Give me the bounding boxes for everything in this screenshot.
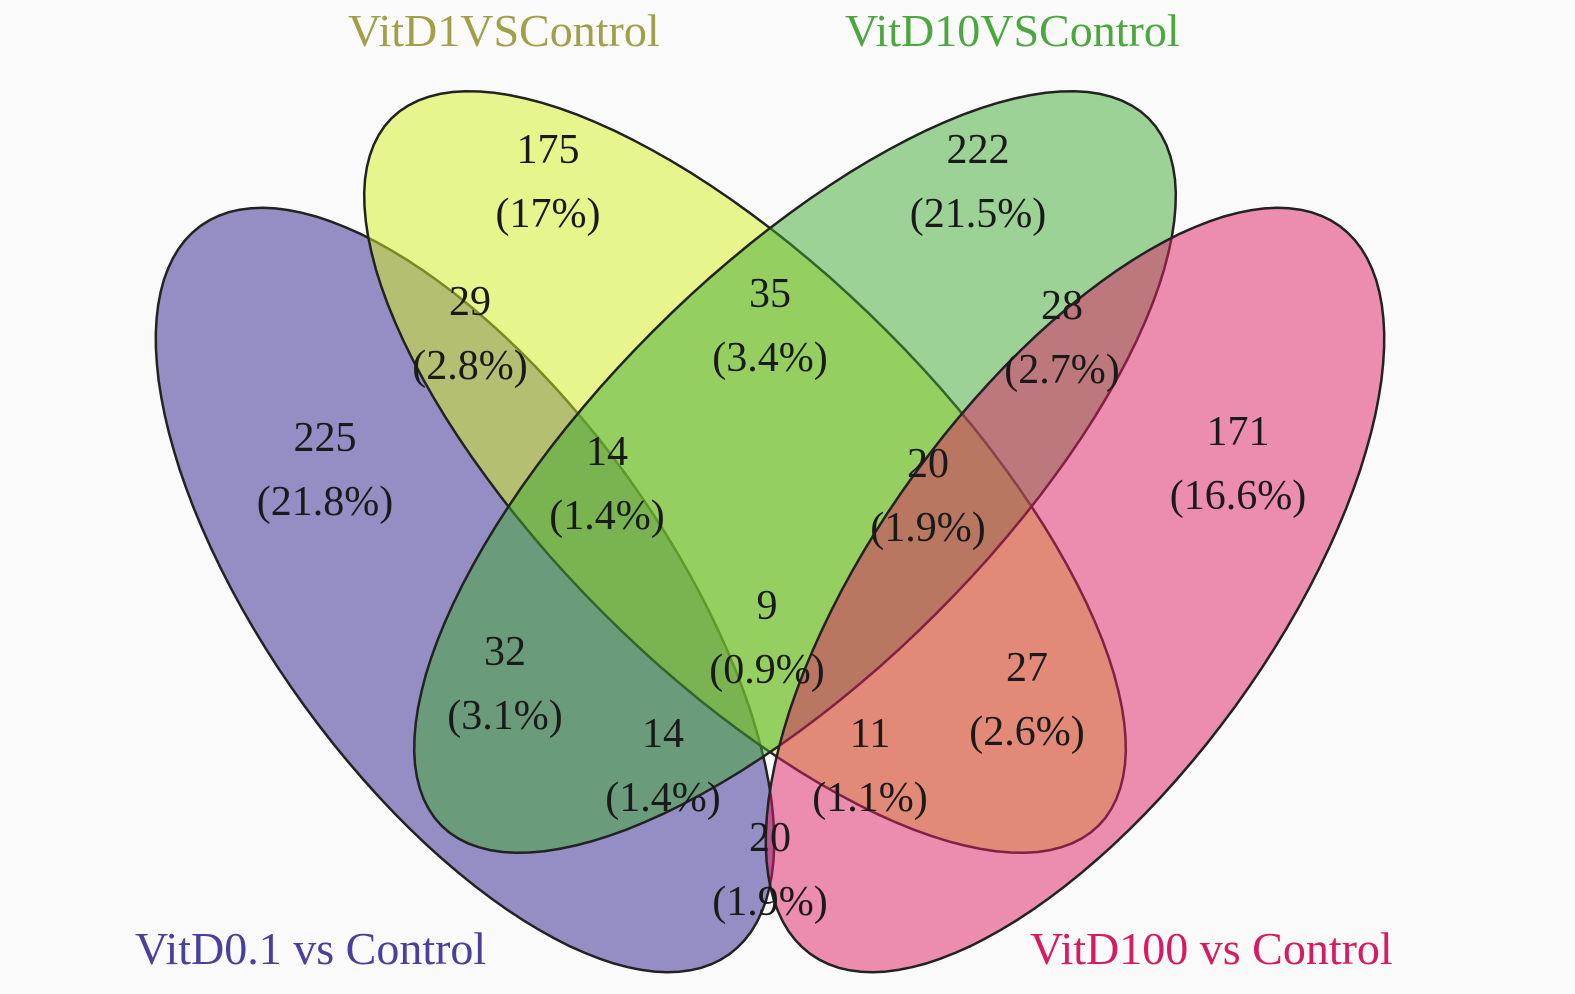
region-percent: (1.4%)	[605, 775, 721, 821]
region-count: 20	[749, 815, 791, 861]
region-count: 28	[1041, 283, 1083, 329]
set-title-vitd10: VitD10VSControl	[845, 5, 1180, 56]
region-count: 171	[1206, 409, 1270, 455]
region-count: 11	[849, 711, 891, 757]
region-percent: (1.4%)	[549, 493, 665, 539]
region-count: 32	[484, 629, 526, 675]
region-label-d01_only: 225 (21.8%)	[257, 406, 393, 534]
region-percent: (2.8%)	[412, 343, 528, 389]
region-percent: (1.1%)	[812, 775, 928, 821]
region-percent: (0.9%)	[709, 647, 825, 693]
region-percent: (1.9%)	[870, 505, 986, 551]
set-title-vitd100: VitD100 vs Control	[1030, 923, 1393, 974]
region-label-d01_d1: 29 (2.8%)	[412, 270, 527, 398]
region-label-d1_d10: 35 (3.4%)	[712, 262, 827, 390]
region-label-all: 9 (0.9%)	[709, 574, 824, 702]
region-label-d1_d100: 27 (2.6%)	[969, 636, 1084, 764]
region-label-d01_d100: 20 (1.9%)	[712, 806, 827, 934]
region-percent: (16.6%)	[1169, 473, 1307, 519]
region-count: 9	[756, 583, 778, 629]
region-label-d01_d10: 32 (3.1%)	[447, 620, 562, 748]
region-percent: (2.7%)	[1004, 347, 1120, 393]
region-percent: (3.4%)	[712, 335, 828, 381]
region-label-d01_d1_d100: 11 (1.1%)	[812, 702, 927, 830]
region-percent: (2.6%)	[969, 709, 1085, 755]
region-count: 225	[293, 415, 357, 461]
region-count: 20	[907, 441, 949, 487]
region-percent: (3.1%)	[447, 693, 563, 739]
region-label-d10_d100: 28 (2.7%)	[1004, 274, 1119, 402]
region-percent: (17%)	[495, 191, 601, 237]
set-title-vitd1: VitD1VSControl	[348, 5, 660, 56]
region-count: 35	[749, 271, 791, 317]
set-title-vitd0-1: VitD0.1 vs Control	[135, 923, 487, 974]
region-count: 14	[642, 711, 684, 757]
region-percent: (1.9%)	[712, 879, 828, 925]
region-label-d1_d10_d100: 20 (1.9%)	[870, 432, 985, 560]
region-count: 14	[586, 429, 628, 475]
region-percent: (21.8%)	[256, 479, 394, 525]
region-count: 29	[449, 279, 491, 325]
region-count: 175	[516, 127, 580, 173]
region-count: 27	[1006, 645, 1048, 691]
set-ellipse-vitd100	[764, 206, 1386, 974]
region-label-d10_only: 222 (21.5%)	[910, 118, 1046, 246]
region-label-d01_d1_d10: 14 (1.4%)	[549, 420, 664, 548]
region-percent: (21.5%)	[909, 191, 1047, 237]
region-label-d100_only: 171 (16.6%)	[1170, 400, 1306, 528]
region-label-d01_d10_d100: 14 (1.4%)	[605, 702, 720, 830]
region-label-d1_only: 175 (17%)	[496, 118, 601, 246]
region-count: 222	[946, 127, 1010, 173]
